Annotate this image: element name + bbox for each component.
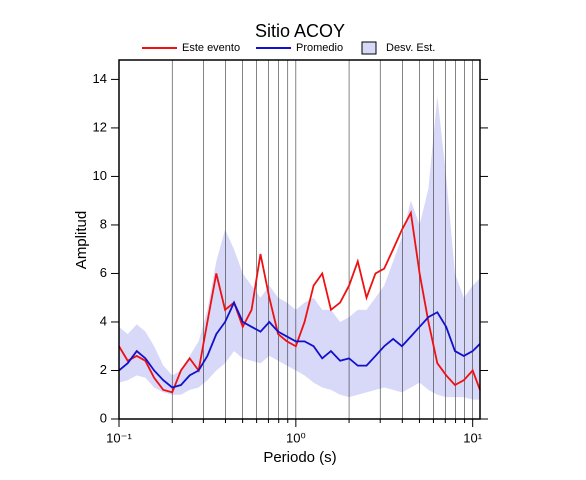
y-tick-label: 14	[93, 71, 107, 86]
x-tick-label: 10⁻¹	[106, 430, 132, 445]
y-tick-label: 2	[100, 362, 107, 377]
y-axis-label: Amplitud	[73, 211, 90, 269]
y-tick-label: 4	[100, 313, 107, 328]
series-line	[118, 300, 481, 389]
legend-label: Este evento	[182, 42, 240, 54]
series-line	[118, 209, 481, 394]
x-tick-label: 10¹	[463, 430, 482, 445]
legend-label: Promedio	[296, 42, 343, 54]
x-axis-label: Periodo (s)	[263, 449, 336, 466]
y-tick-label: 0	[100, 410, 107, 425]
chart-title: Sitio ACOY	[255, 21, 345, 41]
y-tick-label: 8	[100, 216, 107, 231]
plot-frame	[118, 59, 481, 420]
x-tick-label: 10⁰	[286, 430, 306, 445]
y-tick-label: 10	[93, 168, 107, 183]
y-tick-label: 12	[93, 119, 107, 134]
legend-swatch	[361, 41, 377, 55]
legend-label: Desv. Est.	[386, 42, 435, 54]
std-band	[119, 96, 480, 400]
y-tick-label: 6	[100, 265, 107, 280]
